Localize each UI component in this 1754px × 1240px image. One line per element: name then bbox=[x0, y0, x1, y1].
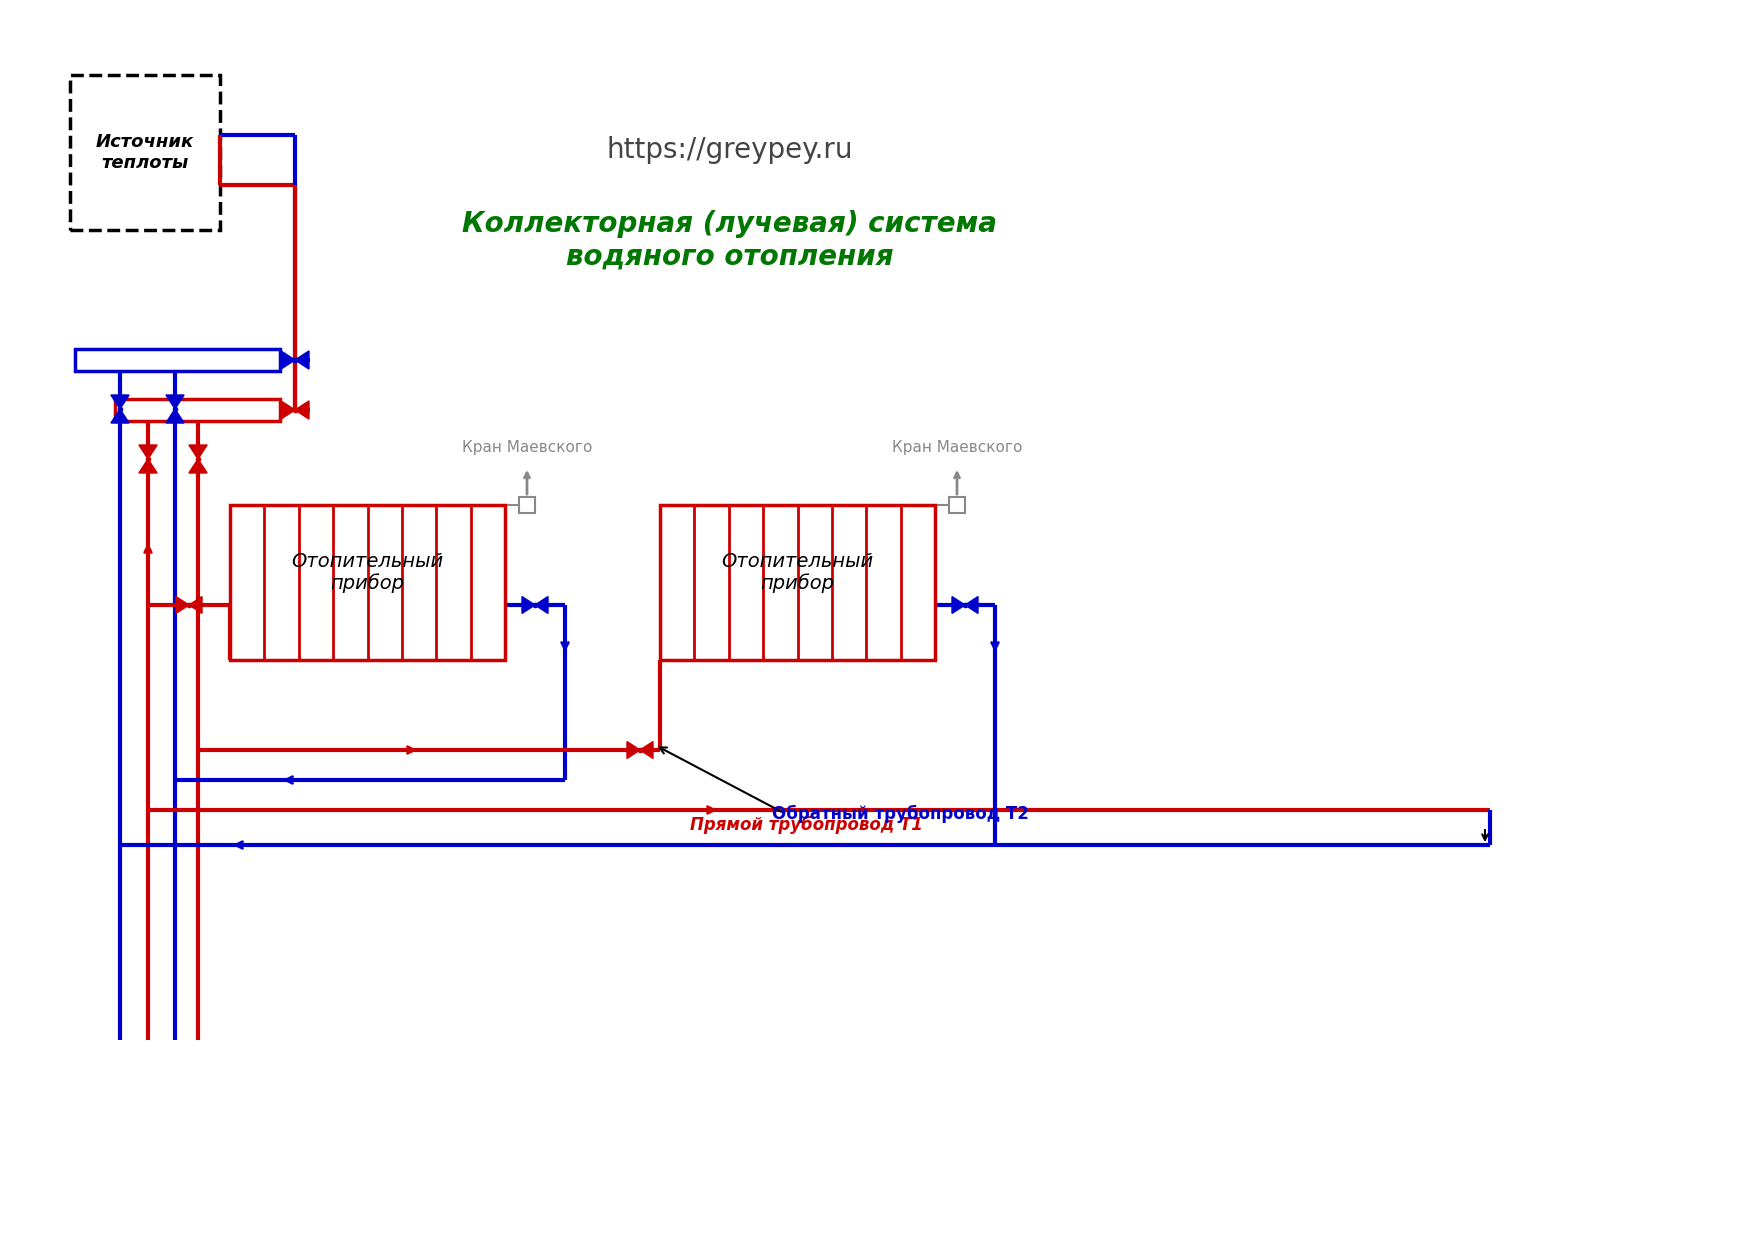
Bar bbox=[519, 497, 535, 513]
Text: Прямой трубопровод Т1: Прямой трубопровод Т1 bbox=[660, 748, 923, 835]
Polygon shape bbox=[139, 445, 158, 459]
Polygon shape bbox=[640, 742, 652, 759]
Text: Кран Маевского: Кран Маевского bbox=[891, 440, 1023, 455]
Bar bbox=[70, 74, 219, 229]
Polygon shape bbox=[189, 459, 207, 472]
Polygon shape bbox=[111, 409, 130, 423]
Polygon shape bbox=[626, 742, 640, 759]
Polygon shape bbox=[535, 596, 547, 614]
Text: Кран Маевского: Кран Маевского bbox=[461, 440, 593, 455]
Polygon shape bbox=[281, 351, 295, 370]
Polygon shape bbox=[952, 596, 965, 614]
Polygon shape bbox=[295, 401, 309, 419]
Text: Отопительный
прибор: Отопительный прибор bbox=[291, 552, 444, 594]
Polygon shape bbox=[167, 409, 184, 423]
Bar bbox=[116, 399, 281, 422]
Polygon shape bbox=[139, 459, 158, 472]
Polygon shape bbox=[295, 351, 309, 370]
Polygon shape bbox=[189, 596, 202, 614]
Text: Коллекторная (лучевая) система
водяного отопления: Коллекторная (лучевая) система водяного … bbox=[463, 210, 998, 270]
Bar bbox=[949, 497, 965, 513]
Polygon shape bbox=[167, 396, 184, 409]
Text: https://greypey.ru: https://greypey.ru bbox=[607, 136, 852, 164]
Polygon shape bbox=[965, 596, 979, 614]
Polygon shape bbox=[281, 401, 295, 419]
Polygon shape bbox=[189, 445, 207, 459]
Bar bbox=[75, 348, 281, 371]
Text: Отопительный
прибор: Отопительный прибор bbox=[721, 552, 873, 594]
Text: Источник
теплоты: Источник теплоты bbox=[96, 133, 195, 172]
Polygon shape bbox=[111, 396, 130, 409]
Polygon shape bbox=[175, 596, 189, 614]
Text: Обратный трубопровод Т2: Обратный трубопровод Т2 bbox=[772, 805, 1028, 823]
Bar bbox=[230, 505, 505, 660]
Polygon shape bbox=[523, 596, 535, 614]
Bar bbox=[660, 505, 935, 660]
